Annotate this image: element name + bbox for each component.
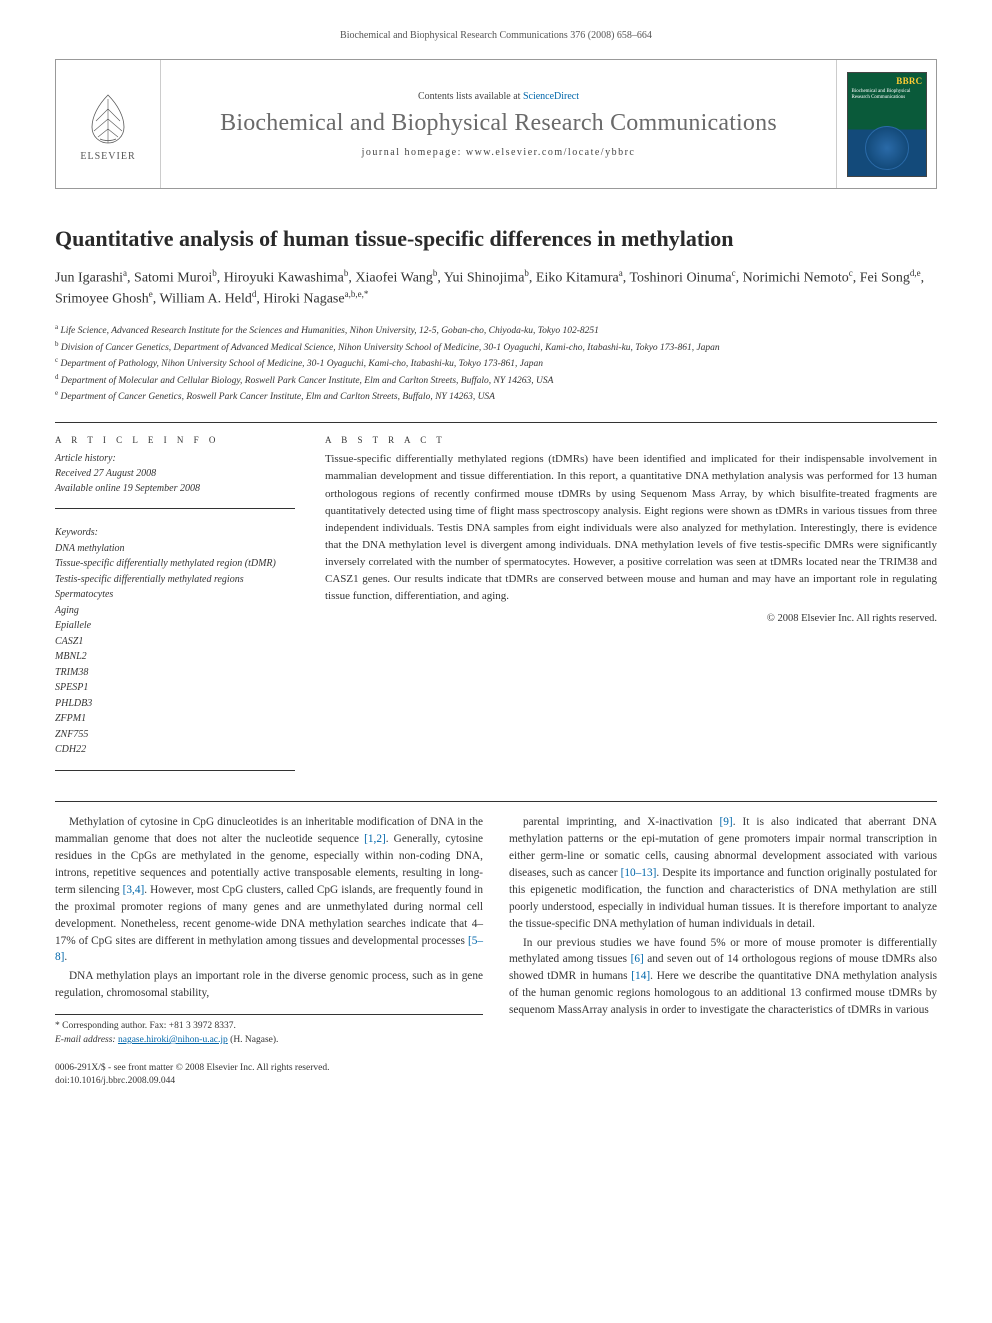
history-received: Received 27 August 2008: [55, 466, 295, 481]
body-paragraph: DNA methylation plays an important role …: [55, 968, 483, 1002]
email-line: E-mail address: nagase.hiroki@nihon-u.ac…: [55, 1034, 483, 1048]
keyword-item: ZNF755: [55, 727, 295, 743]
keywords-label: Keywords:: [55, 525, 295, 541]
journal-cover-thumbnail: BBRC Biochemical and Biophysical Researc…: [847, 72, 927, 177]
keyword-item: ZFPM1: [55, 711, 295, 727]
cover-title-lines: Biochemical and Biophysical Research Com…: [852, 89, 922, 102]
keyword-item: DNA methylation: [55, 541, 295, 557]
issn-line: 0006-291X/$ - see front matter © 2008 El…: [55, 1062, 483, 1075]
section-rule: [55, 801, 937, 802]
keywords-block: Keywords: DNA methylationTissue-specific…: [55, 525, 295, 771]
abstract-text: Tissue-specific differentially methylate…: [325, 451, 937, 604]
keywords-list: DNA methylationTissue-specific different…: [55, 541, 295, 758]
keyword-item: Spermatocytes: [55, 587, 295, 603]
abstract-column: A B S T R A C T Tissue-specific differen…: [325, 435, 937, 771]
keyword-item: Testis-specific differentially methylate…: [55, 572, 295, 588]
body-column-right: parental imprinting, and X-inactivation …: [509, 814, 937, 1088]
keyword-item: Epiallele: [55, 618, 295, 634]
body-paragraph: In our previous studies we have found 5%…: [509, 935, 937, 1020]
page-bottom-meta: 0006-291X/$ - see front matter © 2008 El…: [55, 1062, 483, 1089]
email-person: (H. Nagase).: [230, 1035, 278, 1045]
publisher-block: ELSEVIER: [56, 60, 161, 188]
doi-line: doi:10.1016/j.bbrc.2008.09.044: [55, 1075, 483, 1088]
journal-masthead: ELSEVIER Contents lists available at Sci…: [55, 59, 937, 189]
keyword-item: CASZ1: [55, 634, 295, 650]
history-label: Article history:: [55, 451, 295, 466]
corresponding-email-link[interactable]: nagase.hiroki@nihon-u.ac.jp: [118, 1035, 228, 1045]
affiliation-line: b Division of Cancer Genetics, Departmen…: [55, 339, 937, 355]
contents-prefix: Contents lists available at: [418, 91, 523, 102]
keyword-item: MBNL2: [55, 649, 295, 665]
homepage-url[interactable]: www.elsevier.com/locate/ybbrc: [466, 147, 635, 158]
body-column-left: Methylation of cytosine in CpG dinucleot…: [55, 814, 483, 1088]
keyword-item: CDH22: [55, 742, 295, 758]
cover-thumb-block: BBRC Biochemical and Biophysical Researc…: [836, 60, 936, 188]
footnotes: * Corresponding author. Fax: +81 3 3972 …: [55, 1014, 483, 1048]
body-paragraph: Methylation of cytosine in CpG dinucleot…: [55, 814, 483, 966]
affiliations: a Life Science, Advanced Research Instit…: [55, 322, 937, 404]
keyword-item: Tissue-specific differentially methylate…: [55, 556, 295, 572]
article-info-heading: A R T I C L E I N F O: [55, 435, 295, 445]
body-paragraph: parental imprinting, and X-inactivation …: [509, 814, 937, 933]
keyword-item: Aging: [55, 603, 295, 619]
affiliation-line: a Life Science, Advanced Research Instit…: [55, 322, 937, 338]
cover-art-icon: [865, 126, 909, 170]
article-title: Quantitative analysis of human tissue-sp…: [55, 225, 937, 253]
article-info-abstract-row: A R T I C L E I N F O Article history: R…: [55, 435, 937, 771]
keyword-item: TRIM38: [55, 665, 295, 681]
corresponding-author-note: * Corresponding author. Fax: +81 3 3972 …: [55, 1020, 483, 1034]
journal-name: Biochemical and Biophysical Research Com…: [220, 110, 777, 137]
section-rule: [55, 422, 937, 423]
journal-homepage: journal homepage: www.elsevier.com/locat…: [362, 147, 636, 158]
body-two-column: Methylation of cytosine in CpG dinucleot…: [55, 814, 937, 1088]
article-info-column: A R T I C L E I N F O Article history: R…: [55, 435, 295, 771]
homepage-prefix: journal homepage:: [362, 147, 466, 158]
affiliation-line: d Department of Molecular and Cellular B…: [55, 372, 937, 388]
publisher-name: ELSEVIER: [80, 151, 135, 162]
running-header: Biochemical and Biophysical Research Com…: [55, 30, 937, 41]
keyword-item: PHLDB3: [55, 696, 295, 712]
copyright-line: © 2008 Elsevier Inc. All rights reserved…: [325, 613, 937, 624]
article-history: Article history: Received 27 August 2008…: [55, 451, 295, 509]
keyword-item: SPESP1: [55, 680, 295, 696]
affiliation-line: c Department of Pathology, Nihon Univers…: [55, 355, 937, 371]
abstract-heading: A B S T R A C T: [325, 435, 937, 445]
cover-abbrev: BBRC: [896, 76, 922, 86]
email-label: E-mail address:: [55, 1035, 116, 1045]
history-online: Available online 19 September 2008: [55, 481, 295, 496]
masthead-center: Contents lists available at ScienceDirec…: [161, 60, 836, 188]
author-list: Jun Igarashia, Satomi Muroib, Hiroyuki K…: [55, 267, 937, 311]
contents-available-line: Contents lists available at ScienceDirec…: [418, 91, 579, 102]
sciencedirect-link[interactable]: ScienceDirect: [523, 91, 579, 102]
elsevier-tree-icon: [78, 87, 138, 147]
affiliation-line: e Department of Cancer Genetics, Roswell…: [55, 388, 937, 404]
